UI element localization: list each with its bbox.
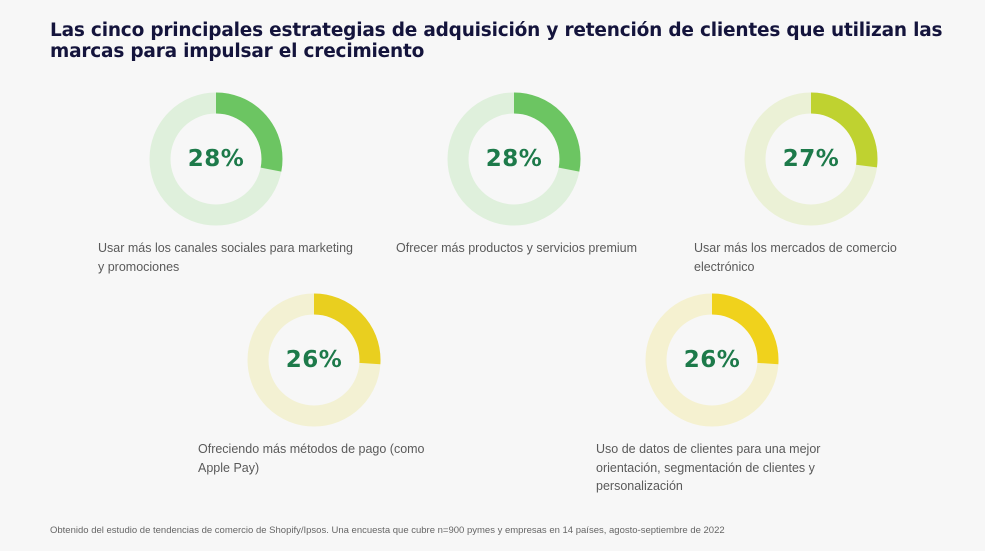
donut-chart [645, 293, 779, 427]
donut-arc [744, 92, 878, 226]
donut-arc [645, 293, 779, 427]
percent-value: 27% [782, 146, 840, 172]
source-footnote: Obtenido del estudio de tendencias de co… [50, 525, 725, 536]
donut-ring: 26% [644, 292, 780, 428]
donut-chart [447, 92, 581, 226]
stat-caption: Uso de datos de clientes para una mejor … [596, 442, 821, 493]
donut-arc [149, 92, 283, 226]
donut-ring: 28% [446, 91, 582, 227]
donut-chart [247, 293, 381, 427]
donut-arc [247, 293, 381, 427]
stat-caption: Ofreciendo más métodos de pago (como App… [198, 442, 425, 475]
donut-chart [744, 92, 878, 226]
stat-caption: Usar más los mercados de comercio electr… [694, 241, 897, 274]
stat-caption: Usar más los canales sociales para marke… [98, 241, 353, 274]
donut-chart [149, 92, 283, 226]
donut-ring: 27% [743, 91, 879, 227]
percent-value: 28% [485, 146, 543, 172]
chart-title: Las cinco principales estrategias de adq… [50, 20, 943, 62]
donut-ring: 26% [246, 292, 382, 428]
stat-caption: Ofrecer más productos y servicios premiu… [396, 241, 638, 255]
percent-value: 26% [683, 347, 741, 373]
percent-value: 26% [285, 347, 343, 373]
donut-arc [447, 92, 581, 226]
percent-value: 28% [187, 146, 245, 172]
donut-ring: 28% [148, 91, 284, 227]
